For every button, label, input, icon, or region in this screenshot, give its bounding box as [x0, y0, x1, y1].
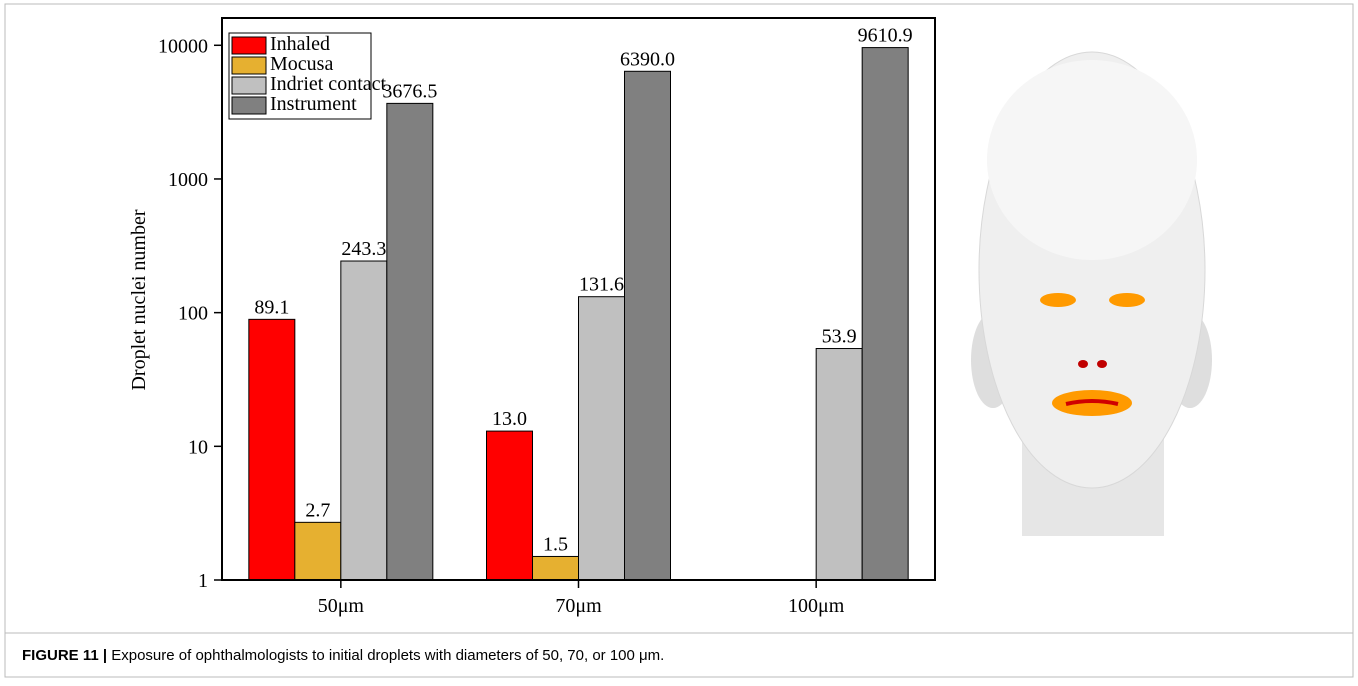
bar — [625, 71, 671, 580]
caption-label: FIGURE 11 | — [22, 647, 107, 664]
y-tick-label: 10000 — [158, 35, 208, 57]
y-tick-label: 1000 — [168, 169, 208, 191]
value-label: 6390.0 — [620, 48, 675, 70]
value-label: 1.5 — [543, 533, 568, 555]
figure: FIGURE 11 | Exposure of ophthalmologists… — [0, 0, 1358, 681]
bar — [533, 556, 579, 580]
value-label: 13.0 — [492, 408, 527, 430]
x-tick-label: 100μm — [788, 595, 845, 617]
eye — [1040, 293, 1076, 307]
legend-swatch — [232, 37, 266, 54]
y-tick-label: 10 — [188, 436, 208, 458]
legend-label: Inhaled — [270, 33, 330, 55]
legend-swatch — [232, 97, 266, 114]
bar — [341, 261, 387, 580]
legend-label: Mocusa — [270, 53, 333, 75]
value-label: 53.9 — [822, 326, 857, 348]
value-label: 131.6 — [579, 274, 624, 296]
value-label: 89.1 — [254, 296, 289, 318]
legend-label: Instrument — [270, 93, 357, 115]
bar — [579, 297, 625, 580]
y-tick-label: 100 — [178, 303, 208, 325]
bar — [387, 103, 433, 580]
nostril — [1097, 360, 1107, 368]
y-tick-label: 1 — [198, 570, 208, 592]
caption-text: Exposure of ophthalmologists to initial … — [111, 647, 664, 664]
x-tick-label: 70μm — [555, 595, 602, 617]
legend-swatch — [232, 77, 266, 94]
bar — [249, 319, 295, 580]
head-illustration — [971, 52, 1212, 536]
plot: 1 10 100 1000 10000 50μm 89.1 2.7 243.3 3676.5 70μ… — [158, 18, 935, 617]
y-axis-label: Droplet nuclei number — [128, 209, 150, 390]
bar — [487, 431, 533, 580]
eye — [1109, 293, 1145, 307]
legend-label: Indriet contact — [270, 73, 386, 95]
value-label: 3676.5 — [382, 80, 437, 102]
bar — [816, 349, 862, 580]
caption: FIGURE 11 | Exposure of ophthalmologists… — [22, 647, 664, 664]
value-label: 9610.9 — [858, 25, 913, 47]
bar — [295, 522, 341, 580]
x-tick-label: 50μm — [318, 595, 365, 617]
bar — [862, 48, 908, 580]
value-label: 243.3 — [341, 238, 386, 260]
nostril — [1078, 360, 1088, 368]
forehead — [987, 60, 1197, 260]
value-label: 2.7 — [305, 499, 330, 521]
legend-swatch — [232, 57, 266, 74]
